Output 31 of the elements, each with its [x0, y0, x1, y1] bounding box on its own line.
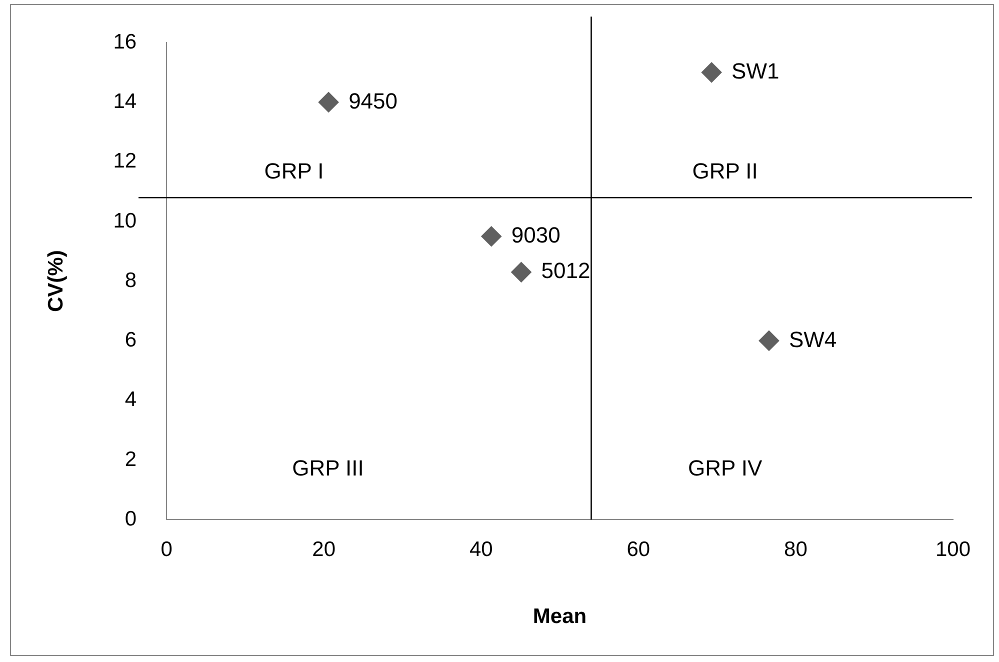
x-axis-title: Mean: [532, 605, 587, 628]
x-tick-label: 0: [160, 538, 172, 561]
y-tick-label: 10: [113, 209, 137, 232]
point: [511, 262, 532, 282]
y-tick-label: 6: [124, 328, 137, 352]
series-label: 9450: [348, 88, 398, 114]
y-tick-label: 12: [113, 150, 137, 173]
y-tick-label: 8: [124, 268, 137, 292]
series-label: SW4: [788, 326, 837, 352]
x-tick-label: 80: [784, 538, 808, 561]
y-tick-label: 14: [113, 90, 137, 114]
y-axis-title: CV(%): [44, 250, 68, 312]
series-label: 9030: [511, 222, 560, 248]
y-tick-label: 4: [124, 388, 137, 412]
y-tick-label: 0: [124, 507, 137, 530]
point: [481, 226, 502, 246]
annotation: GRP II: [692, 158, 758, 184]
annotation: GRP IV: [688, 456, 762, 481]
annotation: GRP I: [264, 158, 324, 184]
x-tick-label: 40: [469, 538, 493, 561]
y-tick-label: 2: [124, 448, 137, 471]
point: [318, 92, 339, 112]
point: [758, 330, 779, 351]
x-tick-label: 20: [312, 538, 336, 561]
point: [702, 62, 722, 82]
annotation: GRP III: [292, 456, 364, 481]
x-tick-label: 60: [626, 538, 650, 561]
y-tick-label: 16: [113, 30, 137, 54]
series-label: SW1: [732, 58, 780, 84]
series-label: 5012: [541, 258, 590, 284]
x-tick-label: 100: [935, 538, 971, 561]
